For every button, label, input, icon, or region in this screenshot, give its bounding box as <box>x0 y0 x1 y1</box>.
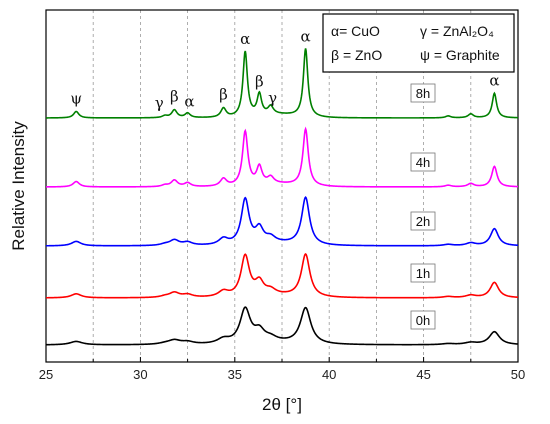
series-group <box>45 48 519 346</box>
time-label-box <box>410 211 436 231</box>
time-label-box <box>410 152 436 172</box>
phase-label: α <box>301 28 311 46</box>
phase-label: γ <box>268 89 277 107</box>
x-axis-ticks: 25 30 35 40 45 50 <box>39 357 525 382</box>
phase-label: α <box>240 30 250 48</box>
phase-label: β <box>170 88 179 106</box>
x-tick-label: 50 <box>511 367 525 382</box>
series-line-4h <box>46 126 519 188</box>
legend-entry: α= CuO <box>331 23 380 39</box>
series-line-0h <box>45 306 519 346</box>
legend-box: α= CuO γ = ZnAl₂O₄ β = ZnO ψ = Graphite <box>322 13 515 73</box>
legend-entry: ψ = Graphite <box>420 47 500 63</box>
phase-label: α <box>184 92 194 110</box>
time-label-box <box>410 310 436 330</box>
time-label-box <box>410 263 436 283</box>
phase-label: β <box>219 86 228 104</box>
x-tick-label: 40 <box>322 367 336 382</box>
x-tick-label: 25 <box>39 367 53 382</box>
time-label-box <box>410 83 436 103</box>
legend-frame <box>322 13 515 73</box>
time-label: 1h <box>416 266 430 281</box>
legend-entry: β = ZnO <box>331 47 382 63</box>
phase-label: ψ <box>70 89 82 107</box>
time-label: 8h <box>416 86 430 101</box>
series-line-8h <box>46 48 519 119</box>
series-line-2h <box>45 196 519 247</box>
x-tick-label: 35 <box>228 367 242 382</box>
y-axis-title: Relative Intensity <box>9 121 28 251</box>
time-label: 2h <box>416 214 430 229</box>
x-axis-title: 2θ [°] <box>262 395 302 414</box>
time-label: 4h <box>416 155 430 170</box>
series-line-1h <box>45 252 519 299</box>
phase-label: α <box>489 71 499 89</box>
x-tick-label: 45 <box>416 367 430 382</box>
phase-label: γ <box>155 94 164 112</box>
legend-entry: γ = ZnAl₂O₄ <box>420 23 494 39</box>
time-label: 0h <box>416 313 430 328</box>
x-tick-label: 30 <box>133 367 147 382</box>
time-labels: 0h 1h 2h 4h 8h <box>410 83 436 330</box>
phase-label: β <box>255 72 264 90</box>
